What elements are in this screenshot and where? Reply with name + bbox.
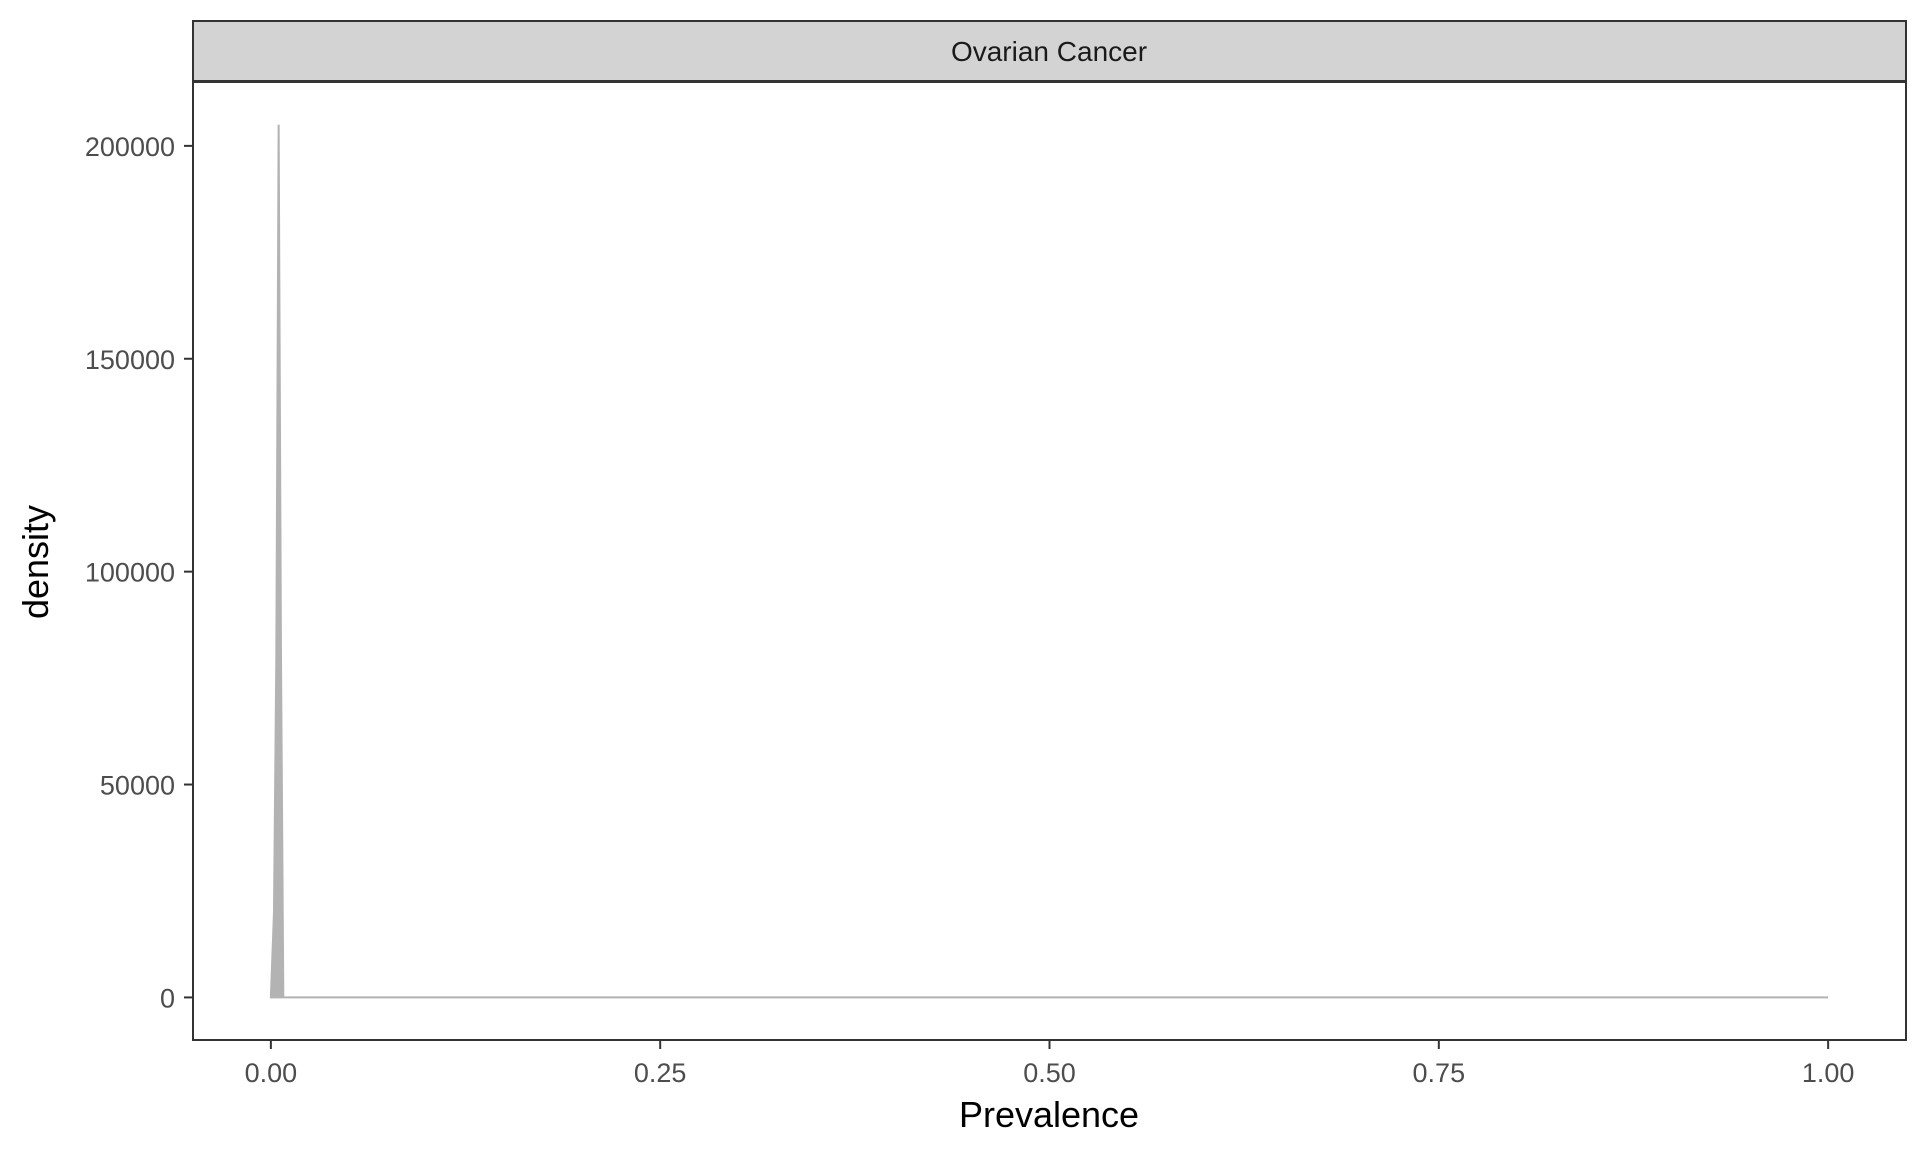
y-tick-label: 50000: [100, 771, 175, 801]
y-tick-label: 100000: [85, 558, 175, 588]
y-axis-title: density: [15, 505, 56, 619]
density-layer: [269, 124, 1829, 999]
x-tick-label: 0.75: [1413, 1058, 1466, 1088]
y-tick-label: 150000: [85, 345, 175, 375]
x-axis-title: Prevalence: [959, 1094, 1139, 1135]
facet-strip-label: Ovarian Cancer: [951, 36, 1147, 67]
panel-border: [192, 81, 1907, 1041]
y-axis: 0 50000 100000 150000 200000: [85, 132, 192, 1013]
x-tick-label: 1.00: [1802, 1058, 1855, 1088]
x-tick-label: 0.25: [634, 1058, 687, 1088]
plot-panel: [192, 81, 1907, 1041]
y-tick-label: 200000: [85, 132, 175, 162]
x-tick-label: 0.00: [245, 1058, 298, 1088]
y-tick-label: 0: [160, 983, 175, 1013]
x-axis: 0.00 0.25 0.50 0.75 1.00: [245, 1041, 1855, 1088]
facet-strip: Ovarian Cancer: [192, 20, 1907, 82]
x-tick-label: 0.50: [1023, 1058, 1076, 1088]
facet-strip-background: [192, 20, 1907, 82]
density-area-0: [269, 124, 1829, 999]
